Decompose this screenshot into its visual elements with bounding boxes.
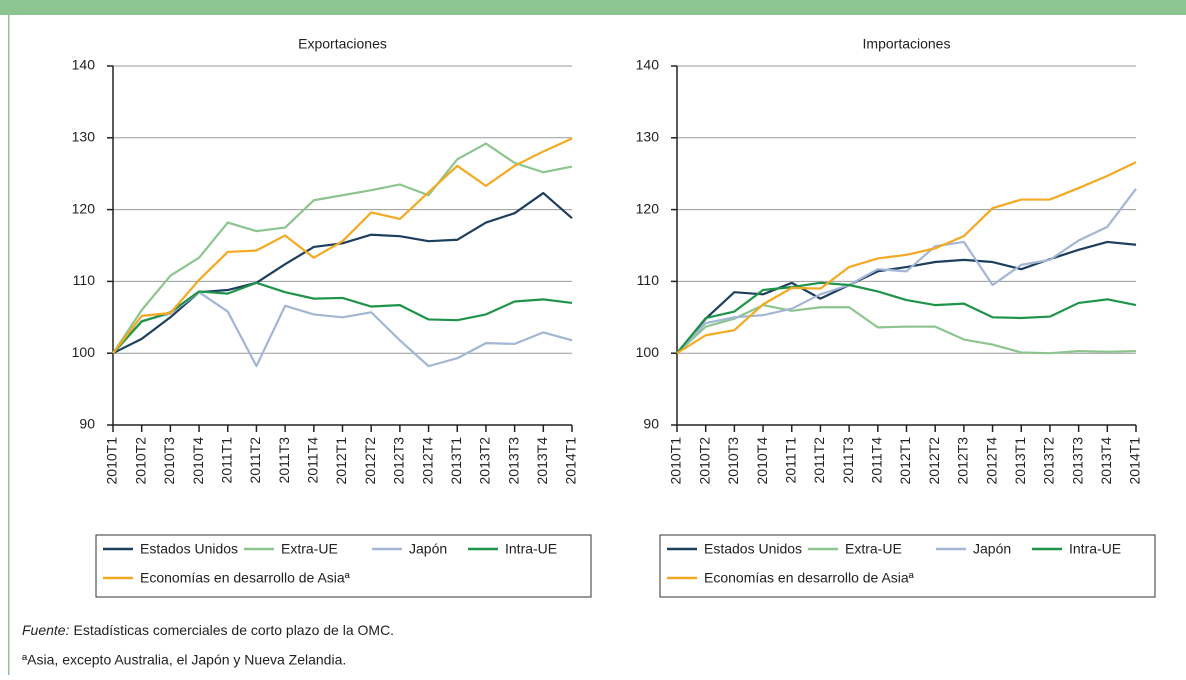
x-tick-label: 2012T2 bbox=[362, 437, 378, 485]
legend-label: Economías en desarrollo de Asiaª bbox=[140, 570, 351, 586]
x-tick-label: 2012T3 bbox=[391, 437, 407, 485]
x-tick-label: 2010T4 bbox=[190, 437, 206, 485]
y-tick-label: 110 bbox=[73, 272, 96, 288]
y-tick-label: 90 bbox=[79, 416, 95, 432]
x-tick-label: 2010T2 bbox=[132, 437, 148, 485]
x-tick-label: 2012T4 bbox=[419, 437, 435, 485]
x-tick-label: 2010T1 bbox=[104, 437, 120, 485]
x-tick-label: 2013T4 bbox=[1098, 437, 1114, 485]
x-tick-label: 2011T2 bbox=[247, 437, 263, 484]
x-tick-label: 2011T2 bbox=[811, 437, 827, 484]
y-tick-label: 110 bbox=[637, 272, 660, 288]
series-line bbox=[676, 303, 1137, 355]
source-label: Fuente: bbox=[22, 622, 70, 638]
x-tick-label: 2013T1 bbox=[448, 437, 464, 485]
x-tick-label: 2011T3 bbox=[276, 437, 292, 484]
legend-label: Estados Unidos bbox=[704, 541, 802, 557]
y-tick-label: 140 bbox=[72, 57, 96, 73]
series-line bbox=[676, 188, 1137, 354]
x-tick-label: 2011T4 bbox=[869, 437, 885, 484]
series-line bbox=[676, 240, 1137, 354]
chart-title: Importaciones bbox=[863, 36, 951, 52]
x-tick-label: 2012T1 bbox=[897, 437, 913, 485]
x-tick-label: 2010T3 bbox=[725, 437, 741, 485]
x-tick-label: 2014T1 bbox=[563, 437, 579, 485]
x-tick-label: 2010T2 bbox=[696, 437, 712, 485]
legend-label: Intra-UE bbox=[1069, 541, 1121, 557]
x-tick-label: 2012T3 bbox=[955, 437, 971, 485]
series-line bbox=[676, 161, 1137, 355]
x-tick-label: 2012T4 bbox=[983, 437, 999, 485]
legend-label: Extra-UE bbox=[845, 541, 902, 557]
x-tick-label: 2013T3 bbox=[1069, 437, 1085, 485]
series-line bbox=[112, 281, 573, 354]
series-line bbox=[112, 142, 573, 354]
legend-label: Japón bbox=[409, 541, 447, 557]
y-tick-label: 100 bbox=[72, 344, 96, 360]
y-tick-label: 120 bbox=[72, 200, 96, 216]
x-tick-label: 2010T1 bbox=[668, 437, 684, 485]
left-border bbox=[8, 15, 10, 675]
legend-label: Japón bbox=[973, 541, 1011, 557]
source: Fuente: Estadísticas comerciales de corto… bbox=[22, 622, 394, 638]
legend-box bbox=[659, 534, 1156, 598]
x-tick-label: 2014T1 bbox=[1127, 437, 1143, 485]
x-tick-label: 2011T1 bbox=[218, 437, 234, 484]
y-tick-label: 90 bbox=[643, 416, 659, 432]
top-band bbox=[0, 0, 1186, 15]
x-tick-label: 2013T2 bbox=[1041, 437, 1057, 485]
legend-label: Economías en desarrollo de Asiaª bbox=[704, 570, 915, 586]
x-tick-label: 2011T4 bbox=[305, 437, 321, 484]
series-line bbox=[112, 137, 573, 354]
legend-label: Intra-UE bbox=[505, 541, 557, 557]
x-tick-label: 2012T2 bbox=[926, 437, 942, 485]
series-line bbox=[676, 281, 1137, 354]
series-line bbox=[112, 191, 573, 355]
chart-title: Exportaciones bbox=[298, 36, 387, 52]
x-tick-label: 2011T3 bbox=[840, 437, 856, 484]
legend-label: Estados Unidos bbox=[140, 541, 238, 557]
y-tick-label: 140 bbox=[636, 57, 660, 73]
y-tick-label: 130 bbox=[72, 129, 96, 145]
y-tick-label: 120 bbox=[636, 200, 660, 216]
x-tick-label: 2012T1 bbox=[333, 437, 349, 485]
source-text: Estadísticas comerciales de corto plazo … bbox=[73, 622, 394, 638]
x-tick-label: 2010T3 bbox=[161, 437, 177, 485]
x-tick-label: 2013T4 bbox=[534, 437, 550, 485]
y-tick-label: 130 bbox=[636, 129, 660, 145]
x-tick-label: 2011T1 bbox=[782, 437, 798, 484]
x-tick-label: 2013T1 bbox=[1012, 437, 1028, 485]
legend-label: Extra-UE bbox=[281, 541, 338, 557]
y-tick-label: 100 bbox=[636, 344, 660, 360]
legend-box bbox=[95, 534, 592, 598]
x-tick-label: 2013T3 bbox=[505, 437, 521, 485]
footnote: ªAsia, excepto Australia, el Japón y Nue… bbox=[22, 652, 346, 668]
x-tick-label: 2013T2 bbox=[477, 437, 493, 485]
x-tick-label: 2010T4 bbox=[754, 437, 770, 485]
